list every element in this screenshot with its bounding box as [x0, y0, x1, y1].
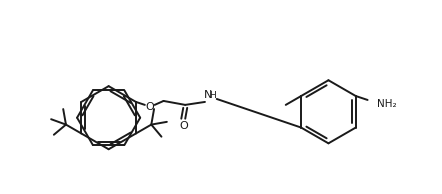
Text: N: N	[204, 90, 212, 100]
Text: O: O	[179, 121, 188, 131]
Text: H: H	[210, 91, 216, 100]
Text: NH₂: NH₂	[377, 99, 397, 109]
Text: O: O	[145, 102, 154, 112]
